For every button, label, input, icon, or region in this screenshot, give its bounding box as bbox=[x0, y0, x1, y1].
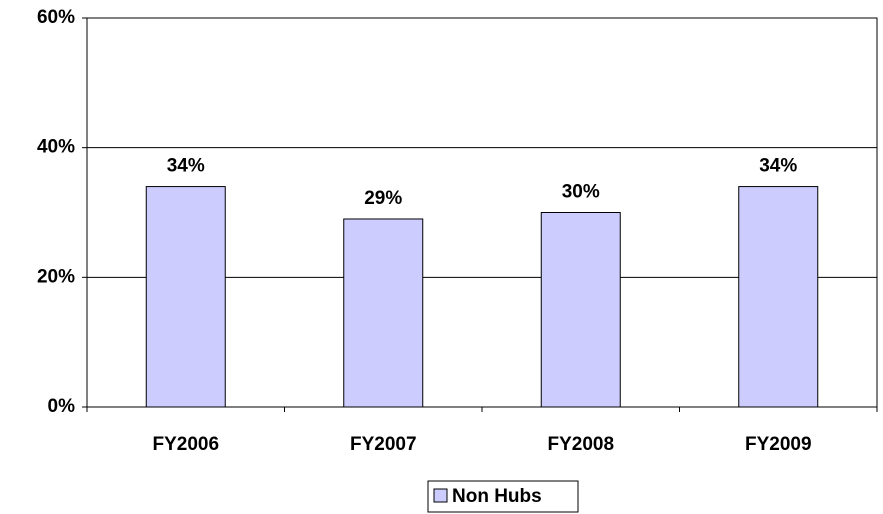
bar bbox=[540, 212, 621, 408]
x-tick-label: FY2009 bbox=[745, 434, 812, 455]
y-tick-label: 0% bbox=[48, 396, 76, 417]
x-tick-label: FY2007 bbox=[350, 434, 417, 455]
bar bbox=[738, 186, 819, 408]
x-tick-label: FY2006 bbox=[152, 434, 219, 455]
bar bbox=[145, 186, 226, 408]
data-label: 34% bbox=[759, 156, 797, 177]
bar bbox=[343, 218, 424, 408]
y-tick-label: 60% bbox=[37, 7, 75, 28]
legend bbox=[427, 480, 579, 513]
legend-swatch bbox=[433, 488, 448, 503]
legend-label: Non Hubs bbox=[452, 486, 542, 507]
y-tick-label: 20% bbox=[37, 266, 75, 287]
data-label: 34% bbox=[167, 156, 205, 177]
data-label: 29% bbox=[364, 188, 402, 209]
x-tick-label: FY2008 bbox=[547, 434, 614, 455]
data-label: 30% bbox=[562, 182, 600, 203]
y-tick-label: 40% bbox=[37, 137, 75, 158]
